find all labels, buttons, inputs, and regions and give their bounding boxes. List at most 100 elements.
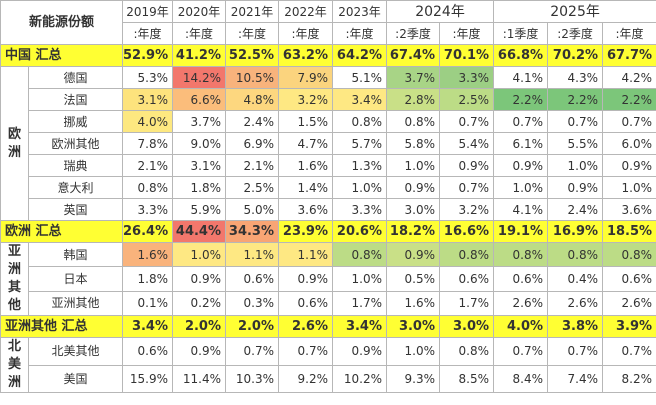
table-row: 欧洲其他 7.8% 9.0% 6.9% 4.7% 5.7% 5.8% 5.4% 6.1% 5.5%… — [1, 132, 656, 155]
share-cell: 0.6% — [602, 266, 656, 292]
share-cell: 23.9% — [278, 220, 334, 243]
share-cell: 3.3% — [122, 198, 174, 221]
table-header: 新能源份额 2019年 2020年 2021年 2022年 2023年 2024年 2025… — [0, 0, 656, 45]
share-cell: 0.7% — [439, 176, 495, 199]
share-cell: 4.1% — [493, 66, 549, 89]
total-row: 亚洲其他 汇总 3.4% 2.0% 2.0% 2.6% 3.4% 3.0% 3.0% 4.0% 3… — [0, 315, 656, 338]
share-cell: 5.9% — [172, 198, 227, 221]
share-cell: 0.6% — [278, 290, 334, 317]
share-cell: 1.6% — [122, 241, 174, 268]
share-cell: 1.0% — [332, 266, 388, 292]
share-cell: 67.4% — [386, 44, 441, 67]
share-cell: 3.1% — [172, 154, 227, 177]
share-cell: 0.8% — [602, 241, 656, 268]
share-cell: 0.3% — [225, 290, 280, 317]
share-cell: 2.2% — [493, 88, 549, 111]
share-cell: 2.1% — [122, 154, 174, 177]
share-cell: 0.2% — [172, 290, 227, 317]
share-cell: 2.4% — [225, 110, 280, 133]
share-cell: 1.8% — [172, 176, 227, 199]
total-label: 中国 汇总 — [0, 44, 124, 67]
year-header: 2023年 — [332, 0, 388, 23]
share-cell: 1.0% — [547, 154, 604, 177]
share-cell: 4.7% — [278, 132, 334, 155]
year-header: 2024年 — [386, 0, 495, 23]
share-cell: 26.4% — [122, 220, 174, 243]
share-cell: 1.0% — [332, 176, 388, 199]
share-cell: 6.9% — [225, 132, 280, 155]
period-header: :年度 — [278, 22, 334, 45]
share-cell: 0.9% — [332, 337, 388, 366]
share-cell: 0.7% — [493, 337, 549, 366]
share-cell: 0.8% — [332, 241, 388, 268]
share-cell: 2.5% — [225, 176, 280, 199]
share-cell: 3.1% — [122, 88, 174, 111]
share-cell: 2.2% — [602, 88, 656, 111]
share-cell: 0.9% — [278, 266, 334, 292]
share-cell: 0.9% — [172, 266, 227, 292]
country-label: 法国 — [27, 88, 124, 111]
share-cell: 3.2% — [439, 198, 495, 221]
period-header: :2季度 — [386, 22, 441, 45]
period-header: :年度 — [332, 22, 388, 45]
share-cell: 3.6% — [278, 198, 334, 221]
country-label: 挪威 — [27, 110, 124, 133]
share-cell: 3.0% — [386, 315, 441, 338]
share-cell: 7.9% — [278, 66, 334, 89]
table-row: 英国 3.3% 5.9% 5.0% 3.6% 3.3% 3.0% 3.2% 4.1% 2.4% 3.… — [1, 198, 656, 221]
share-cell: 7.8% — [122, 132, 174, 155]
share-cell: 16.6% — [439, 220, 495, 243]
share-cell: 3.9% — [602, 315, 656, 338]
share-cell: 3.4% — [332, 88, 388, 111]
period-header: :1季度 — [493, 22, 549, 45]
table-row: 亚洲其他 韩国 1.6% 1.0% 1.1% 1.1% 0.8% 0.9% 0.8% 0.8% 0.… — [0, 241, 656, 316]
table-row: 意大利 0.8% 1.8% 2.5% 1.4% 1.0% 0.9% 0.7% 1.0% 0.9% 1… — [1, 176, 656, 199]
country-label: 欧洲其他 — [27, 132, 124, 155]
year-header: 2021年 — [225, 0, 280, 23]
header-row-periods: :年度:年度:年度:年度:年度:2季度:年度:1季度:2季度:年度 — [1, 22, 656, 45]
share-cell: 63.2% — [278, 44, 334, 67]
share-cell: 1.7% — [332, 290, 388, 317]
country-label: 美国 — [27, 364, 124, 393]
share-cell: 2.0% — [225, 315, 280, 338]
share-cell: 0.8% — [122, 176, 174, 199]
table-row: 挪威 4.0% 3.7% 2.4% 1.5% 0.8% 0.8% 0.7% 0.7% 0.7% 0.… — [1, 110, 656, 133]
share-cell: 0.8% — [439, 337, 495, 366]
share-cell: 0.7% — [547, 110, 604, 133]
share-cell: 18.2% — [386, 220, 441, 243]
share-cell: 5.3% — [122, 66, 174, 89]
share-cell: 2.8% — [386, 88, 441, 111]
share-cell: 9.3% — [386, 364, 441, 393]
share-cell: 5.1% — [332, 66, 388, 89]
share-cell: 0.7% — [602, 337, 656, 366]
share-cell: 1.0% — [386, 154, 441, 177]
share-cell: 9.2% — [278, 364, 334, 393]
period-header: :年度 — [122, 22, 174, 45]
share-cell: 0.9% — [602, 154, 656, 177]
share-cell: 3.8% — [547, 315, 604, 338]
share-cell: 3.7% — [172, 110, 227, 133]
share-cell: 11.4% — [172, 364, 227, 393]
share-cell: 0.1% — [122, 290, 174, 317]
share-cell: 4.0% — [122, 110, 174, 133]
share-cell: 1.4% — [278, 176, 334, 199]
share-cell: 44.4% — [172, 220, 227, 243]
share-cell: 2.6% — [278, 315, 334, 338]
period-header: :年度 — [172, 22, 227, 45]
period-header: :年度 — [225, 22, 280, 45]
share-cell: 0.8% — [493, 241, 549, 268]
share-cell: 0.9% — [172, 337, 227, 366]
country-label: 意大利 — [27, 176, 124, 199]
share-table: 新能源份额 2019年 2020年 2021年 2022年 2023年 2024年 2025… — [0, 0, 656, 393]
table-row: 法国 3.1% 6.6% 4.8% 3.2% 3.4% 2.8% 2.5% 2.2% 2.2% 2.… — [1, 88, 656, 111]
share-cell: 0.8% — [439, 241, 495, 268]
country-label: 北美其他 — [27, 337, 124, 366]
country-label: 日本 — [27, 266, 124, 292]
share-cell: 19.1% — [493, 220, 549, 243]
region-label: 北美洲 — [0, 337, 29, 393]
share-cell: 0.9% — [386, 241, 441, 268]
share-cell: 3.4% — [122, 315, 174, 338]
share-cell: 64.2% — [332, 44, 388, 67]
share-cell: 6.0% — [602, 132, 656, 155]
share-cell: 0.7% — [493, 110, 549, 133]
